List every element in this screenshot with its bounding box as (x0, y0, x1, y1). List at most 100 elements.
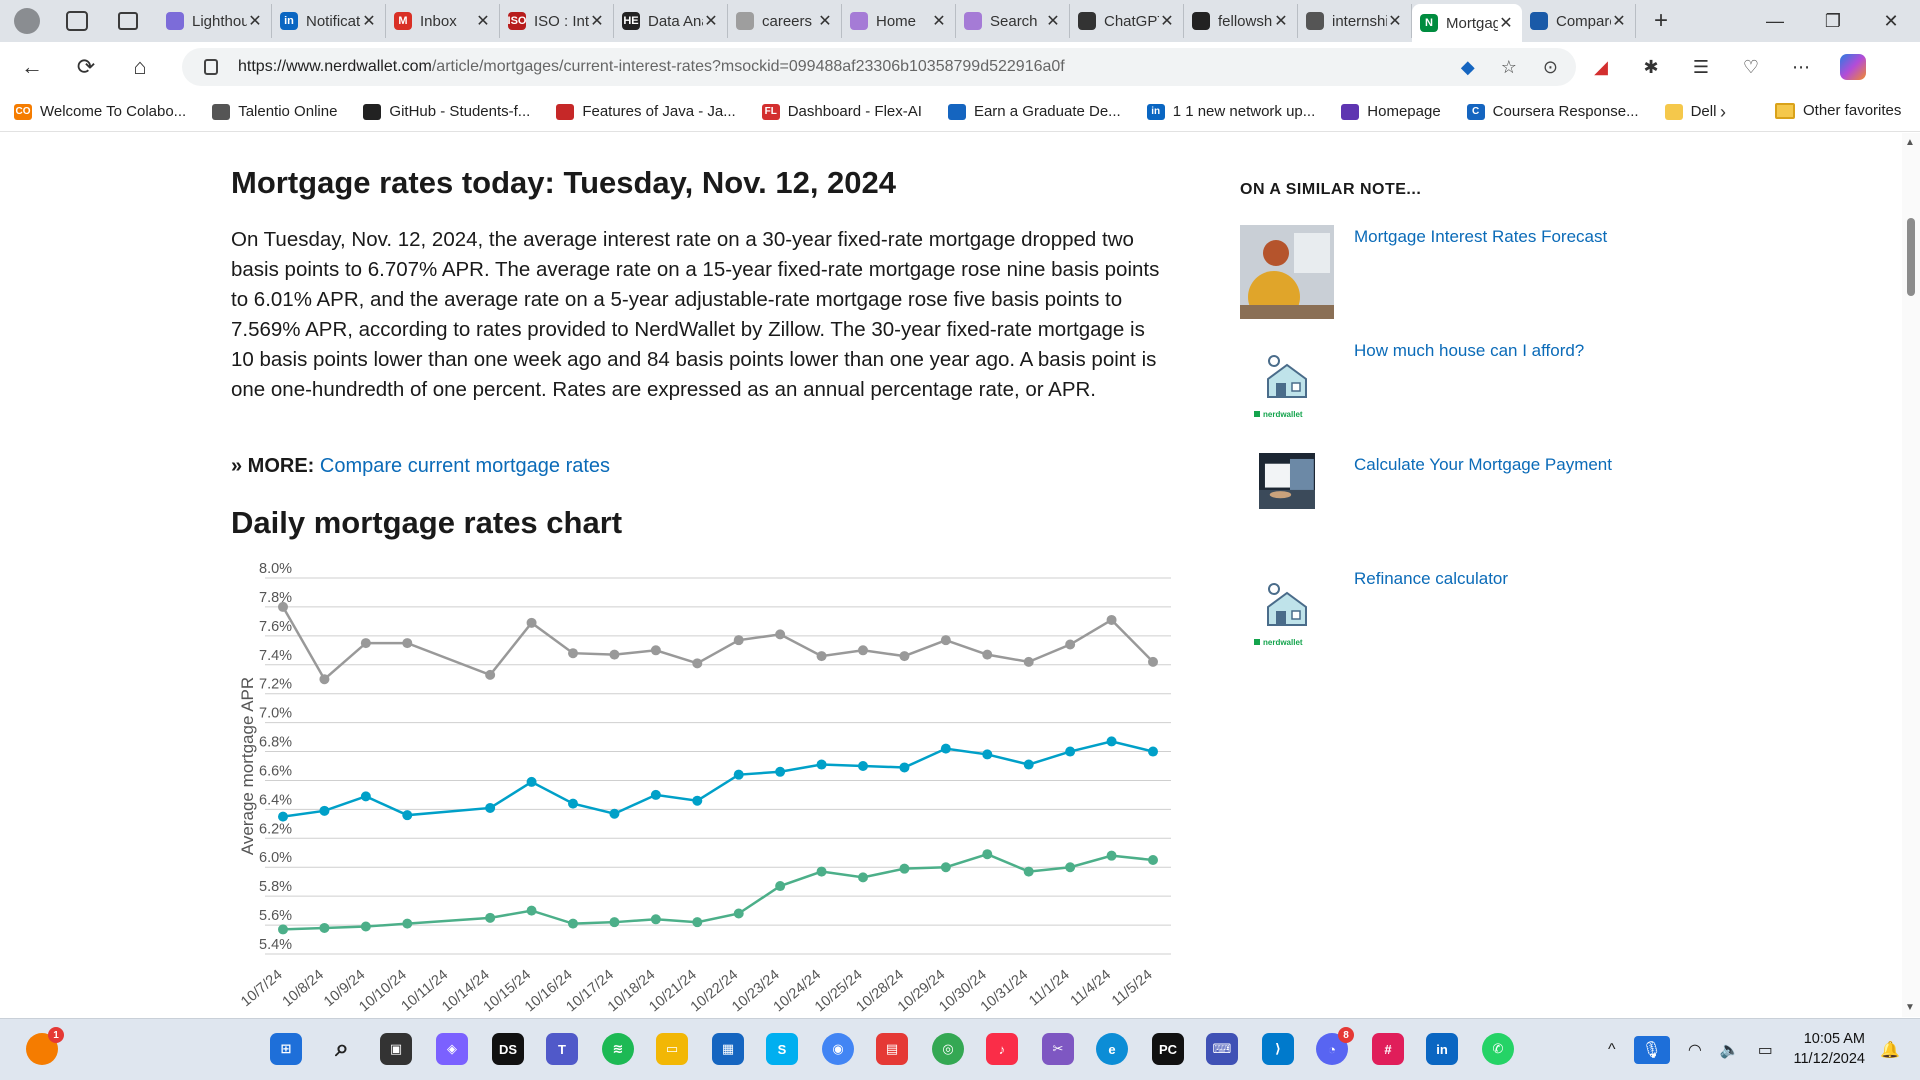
tab-actions-icon[interactable] (118, 12, 138, 30)
workspaces-icon[interactable] (66, 11, 88, 31)
browser-tab[interactable]: HE Data Analyst✕ (614, 4, 728, 38)
tab-close-icon[interactable]: ✕ (248, 13, 262, 30)
tab-close-icon[interactable]: ✕ (704, 13, 718, 30)
bookmark-item[interactable]: GitHub - Students-f... (363, 103, 530, 120)
tab-close-icon[interactable]: ✕ (476, 13, 490, 30)
taskbar-clock[interactable]: 10:05 AM 11/12/2024 (1785, 1029, 1866, 1069)
bookmark-item[interactable]: Dell (1664, 103, 1716, 120)
spotify-icon[interactable]: ≋ (602, 1033, 634, 1065)
favorites-list-icon[interactable]: ☰ (1692, 56, 1710, 77)
browser-tab[interactable]: N Mortgage✕ (1412, 4, 1522, 42)
extensions-puzzle-icon[interactable]: ✱ (1643, 56, 1659, 77)
tab-close-icon[interactable]: ✕ (1274, 13, 1288, 30)
site-info-lock-icon[interactable] (204, 59, 218, 75)
start-windows-icon[interactable]: ⊞ (270, 1033, 302, 1065)
chrome-icon[interactable]: ◎ (932, 1033, 964, 1065)
search-icon[interactable]: ⌕ (335, 1035, 349, 1062)
skype-icon[interactable]: S (766, 1033, 798, 1065)
sidebar-item-mortgage-payment[interactable]: Calculate Your Mortgage Payment (1240, 453, 1700, 548)
pycharm-icon[interactable]: PC (1152, 1033, 1184, 1065)
bookmark-item[interactable]: Earn a Graduate De... (947, 103, 1121, 120)
notification-bell-icon[interactable]: 🔔 (1880, 1042, 1900, 1059)
home-icon[interactable]: ⌂ (133, 54, 147, 79)
volume-icon[interactable]: 🔈 (1719, 1042, 1740, 1059)
sidebar-link-refinance[interactable]: Refinance calculator (1354, 569, 1509, 588)
scroll-down-arrow-icon[interactable]: ▼ (1905, 1002, 1915, 1013)
browser-tab[interactable]: Search ✕ (956, 4, 1070, 38)
tab-close-icon[interactable]: ✕ (362, 13, 376, 30)
microsoft-store-icon[interactable]: ▦ (712, 1033, 744, 1065)
discord-icon[interactable]: ◔ 8 (1316, 1027, 1354, 1065)
refresh-icon[interactable]: ⟳ (76, 54, 96, 79)
address-url[interactable]: https://www.nerdwallet.com/article/mortg… (238, 58, 1065, 76)
browser-tab[interactable]: careers ✕ (728, 4, 842, 38)
browser-tab[interactable]: M Inbox ✕ (386, 4, 500, 38)
more-page-actions-icon[interactable]: ⊙ (1542, 56, 1558, 77)
teams-icon[interactable]: T (546, 1033, 578, 1065)
chrome-profile-icon[interactable]: ◉ (822, 1033, 854, 1065)
favorite-star-icon[interactable]: ☆ (1500, 56, 1517, 77)
tab-close-icon[interactable]: ✕ (1388, 13, 1402, 30)
edge-icon[interactable]: e (1096, 1033, 1128, 1065)
scroll-up-arrow-icon[interactable]: ▲ (1905, 137, 1915, 148)
sidebar-link-rates-forecast[interactable]: Mortgage Interest Rates Forecast (1354, 227, 1608, 246)
tab-close-icon[interactable]: ✕ (1612, 13, 1626, 30)
bookmark-item[interactable]: FL Dashboard - Flex-AI (761, 103, 922, 120)
sidebar-item-refinance[interactable]: nerdwallet Refinance calculator (1240, 567, 1700, 662)
tab-close-icon[interactable]: ✕ (1160, 13, 1174, 30)
wifi-icon[interactable]: ◠ (1687, 1042, 1702, 1059)
scrollbar-thumb[interactable] (1907, 218, 1915, 296)
tab-close-icon[interactable]: ✕ (1499, 15, 1513, 32)
more-favorites-chevron-icon[interactable]: › (1720, 102, 1726, 122)
file-explorer-icon[interactable]: ▭ (656, 1033, 688, 1065)
calendar-app-icon[interactable]: ▤ (876, 1033, 908, 1065)
tab-close-icon[interactable]: ✕ (590, 13, 604, 30)
new-tab-plus-icon[interactable]: + (1654, 7, 1669, 34)
linkedin-icon[interactable]: in (1426, 1033, 1458, 1065)
bookmark-item[interactable]: C Coursera Response... (1466, 103, 1639, 120)
remote-desktop-icon[interactable]: ⌨ (1206, 1033, 1238, 1065)
shopping-badge-icon[interactable]: ◆ (1460, 56, 1475, 77)
copilot-taskbar-icon[interactable]: ◈ (436, 1033, 468, 1065)
slack-icon[interactable]: # (1372, 1033, 1404, 1065)
notification-orb-icon[interactable]: 1 (26, 1027, 64, 1065)
extension-red-icon[interactable]: ◢ (1594, 56, 1608, 77)
browser-tab[interactable]: Home ✕ (842, 4, 956, 38)
browser-tab[interactable]: ChatGPT✕ (1070, 4, 1184, 38)
restore-icon[interactable]: ❐ (1824, 10, 1842, 31)
browser-tab[interactable]: ISO ISO : Internship✕ (500, 4, 614, 38)
tab-close-icon[interactable]: ✕ (1046, 13, 1060, 30)
vscode-icon[interactable]: ⟩ (1262, 1033, 1294, 1065)
browser-tab[interactable]: internship✕ (1298, 4, 1412, 38)
datagrip-icon[interactable]: DS (492, 1033, 524, 1065)
compare-rates-link[interactable]: Compare current mortgage rates (319, 455, 611, 477)
battery-icon[interactable]: ▭ (1757, 1042, 1773, 1059)
bookmark-item[interactable]: Homepage (1341, 103, 1441, 120)
copilot-icon[interactable] (1840, 54, 1866, 80)
sidebar-item-rates-forecast[interactable]: Mortgage Interest Rates Forecast (1240, 225, 1700, 320)
back-arrow-icon[interactable]: ← (21, 54, 43, 79)
tab-close-icon[interactable]: ✕ (932, 13, 946, 30)
bookmark-item[interactable]: Features of Java - Ja... (556, 103, 736, 120)
browser-tab[interactable]: Compare✕ (1522, 4, 1636, 38)
tab-close-icon[interactable]: ✕ (818, 13, 832, 30)
sidebar-link-house-afford[interactable]: How much house can I afford? (1354, 341, 1585, 360)
settings-more-icon[interactable]: ⋯ (1792, 56, 1810, 77)
snipping-tool-icon[interactable]: ✂ (1042, 1033, 1074, 1065)
browser-tab[interactable]: fellowship✕ (1184, 4, 1298, 38)
bookmark-item[interactable]: Talentio Online (212, 103, 337, 120)
browser-essentials-heart-icon[interactable]: ♡ (1742, 56, 1760, 77)
show-hidden-icons-chevron-icon[interactable]: ^ (1608, 1041, 1616, 1058)
page-scrollbar[interactable]: ▲ ▼ (1902, 133, 1920, 1017)
whatsapp-icon[interactable]: ✆ (1482, 1033, 1514, 1065)
profile-avatar-icon[interactable] (14, 8, 40, 34)
sidebar-link-mortgage-payment[interactable]: Calculate Your Mortgage Payment (1354, 455, 1612, 474)
task-view-icon[interactable]: ▣ (380, 1033, 412, 1065)
close-window-icon[interactable]: ✕ (1883, 10, 1899, 31)
bookmark-item[interactable]: in 1 1 new network up... (1146, 103, 1315, 120)
browser-tab[interactable]: Lighthouse✕ (158, 4, 272, 38)
other-favorites-folder[interactable]: Other favorites (1775, 102, 1901, 119)
minimize-icon[interactable]: — (1766, 10, 1784, 31)
sidebar-item-house-afford[interactable]: nerdwallet How much house can I afford? (1240, 339, 1700, 434)
browser-tab[interactable]: in Notifications✕ (272, 4, 386, 38)
